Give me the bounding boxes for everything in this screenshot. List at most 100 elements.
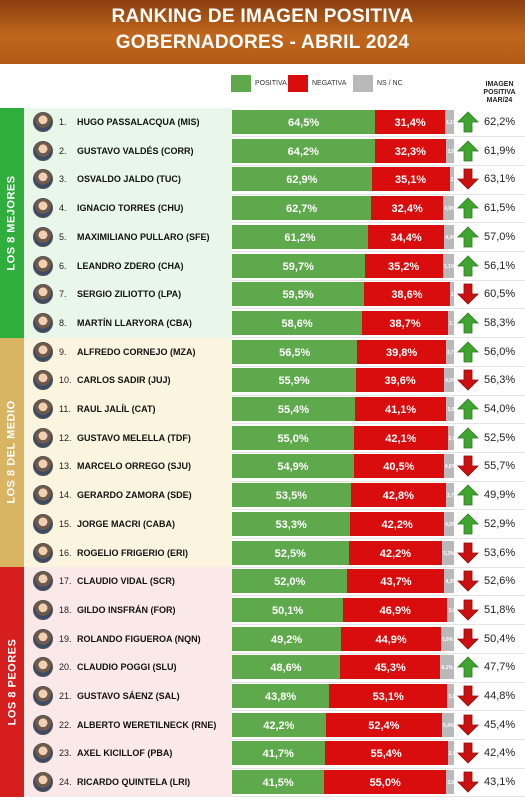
stacked-bar: 43,8% 53,1% 3,1% xyxy=(232,684,454,708)
bar-ns: 5,3% xyxy=(442,540,454,565)
avatar xyxy=(33,599,53,620)
ranking-row: 1. HUGO PASSALACQUA (MIS) 64,5% 31,4% 4,1% 62… xyxy=(0,108,525,136)
row-divider xyxy=(232,710,525,712)
previous-positive-value: 54,0% xyxy=(484,403,516,415)
bar-ns-label: 4,4% xyxy=(445,234,454,241)
bar-negative: 39,6% xyxy=(356,368,444,393)
rank-number: 15. xyxy=(59,518,72,529)
bar-ns-label: 5,4% xyxy=(442,722,454,729)
avatar xyxy=(33,456,53,477)
bar-positive-label: 56,5% xyxy=(279,346,311,359)
avatar xyxy=(33,485,53,506)
group-background-low xyxy=(24,567,232,797)
bar-negative-label: 38,7% xyxy=(389,317,421,330)
arrow-shape xyxy=(457,742,479,764)
bar-negative-label: 55,4% xyxy=(370,748,402,761)
ranking-row: 15. JORGE MACRI (CABA) 53,3% 42,2% 4,5% 52,9% xyxy=(0,510,525,538)
legend-ns: NS / NC xyxy=(353,75,413,92)
arrow-shape xyxy=(457,312,479,334)
bar-positive: 64,2% xyxy=(232,138,375,163)
row-divider xyxy=(232,480,525,482)
stacked-bar: 52,0% 43,7% 4,3% xyxy=(232,569,454,594)
rank-number: 20. xyxy=(59,662,72,673)
ranking-row: 6. LEANDRO ZDERO (CHA) 59,7% 35,2% 5,1% 56,1% xyxy=(0,252,525,280)
bar-positive: 50,1% xyxy=(232,597,344,622)
row-divider xyxy=(232,337,525,339)
arrow-shape xyxy=(457,254,479,276)
arrow-down-icon xyxy=(457,628,479,650)
row-divider xyxy=(232,681,525,683)
arrow-down-icon xyxy=(457,742,479,764)
previous-positive-value: 43,1% xyxy=(484,776,516,789)
governor-name: CLAUDIO POGGI (SLU) xyxy=(77,662,177,673)
stacked-bar: 58,6% 38,7% 2,7% xyxy=(232,310,454,335)
chart-title: RANKING DE IMAGEN POSITIVA xyxy=(111,6,414,27)
avatar xyxy=(33,628,53,649)
arrow-shape xyxy=(457,341,479,362)
bar-negative: 42,2% xyxy=(348,540,443,565)
bar-positive-label: 55,9% xyxy=(278,375,310,388)
bar-ns-label: 6,1% xyxy=(441,665,453,672)
arrow-up-icon xyxy=(457,656,479,678)
bar-negative: 31,4% xyxy=(375,110,445,134)
rank-number: 8. xyxy=(59,317,67,328)
row-divider xyxy=(232,624,525,626)
governor-name: CLAUDIO VIDAL (SCR) xyxy=(77,576,175,587)
arrow-shape xyxy=(457,140,479,162)
stacked-bar: 55,0% 42,1% 2,9% xyxy=(232,425,454,450)
governor-name: MARCELO ORREGO (SJU) xyxy=(77,461,192,472)
bar-negative: 46,9% xyxy=(343,597,448,622)
rank-number: 1. xyxy=(59,117,67,127)
bar-positive: 48,6% xyxy=(232,655,340,680)
avatar xyxy=(33,140,53,161)
row-divider xyxy=(232,193,525,195)
arrow-up-icon xyxy=(457,427,479,449)
avatar xyxy=(33,198,53,219)
governor-name: GUSTAVO VALDÉS (CORR) xyxy=(77,145,194,156)
bar-ns-label: 2,0% xyxy=(450,177,454,184)
bar-negative-label: 53,1% xyxy=(372,691,404,703)
governor-name: MAXIMILIANO PULLARO (SFE) xyxy=(77,231,210,242)
stacked-bar: 52,5% 42,2% 5,3% xyxy=(232,540,454,565)
avatar xyxy=(33,370,53,391)
row-divider xyxy=(232,451,525,453)
bar-positive-label: 62,7% xyxy=(285,203,318,216)
governor-name: GUSTAVO SÁENZ (SAL) xyxy=(77,691,180,701)
bar-ns: 2,9% xyxy=(447,425,454,450)
stacked-bar: 62,7% 32,4% 4,9% xyxy=(232,196,454,221)
bar-positive: 56,5% xyxy=(232,339,358,364)
ranking-row: 7. SERGIO ZILIOTTO (LPA) 59,5% 38,6% 1,9% 60,… xyxy=(0,280,525,308)
bar-ns: 5,9% xyxy=(440,626,454,651)
bar-negative-label: 31,4% xyxy=(394,117,426,129)
stacked-bar: 62,9% 35,1% 2,0% xyxy=(232,167,454,192)
bar-positive-label: 62,9% xyxy=(286,174,318,187)
previous-positive-value: 55,7% xyxy=(484,460,516,473)
bar-ns: 3,5% xyxy=(446,397,454,421)
bar-ns: 3,7% xyxy=(445,339,454,364)
stacked-bar: 48,6% 45,3% 6,1% xyxy=(232,655,454,680)
bar-ns-label: 3,1% xyxy=(448,694,454,700)
arrow-up-icon xyxy=(457,140,479,162)
previous-positive-value: 61,5% xyxy=(484,202,516,215)
avatar xyxy=(33,312,53,333)
bar-positive-label: 59,7% xyxy=(282,260,314,273)
arrow-shape xyxy=(457,570,479,592)
bar-negative-label: 35,2% xyxy=(388,260,420,273)
bar-positive: 59,5% xyxy=(232,282,365,307)
previous-positive-value: 51,8% xyxy=(484,603,516,616)
avatar xyxy=(33,427,53,448)
row-divider xyxy=(232,136,525,138)
bar-positive-label: 64,5% xyxy=(287,117,320,129)
bar-positive: 53,5% xyxy=(232,483,351,508)
previous-positive-value: 47,7% xyxy=(484,661,516,674)
rank-number: 23. xyxy=(59,748,72,759)
rank-number: 18. xyxy=(59,604,72,615)
ranking-row: 8.MARTÍN LLARYORA (CBA)58,6%38,7%2,7%58,… xyxy=(0,309,525,337)
governor-name: GILDO INSFRÁN (FOR) xyxy=(77,604,176,615)
bar-ns: 4,1% xyxy=(444,110,454,134)
governor-name: HUGO PASSALACQUA (MIS) xyxy=(77,117,200,127)
bar-positive: 62,9% xyxy=(232,167,372,192)
row-divider xyxy=(232,538,525,539)
governor-name: LEANDRO ZDERO (CHA) xyxy=(77,260,184,271)
row-divider xyxy=(232,279,525,281)
